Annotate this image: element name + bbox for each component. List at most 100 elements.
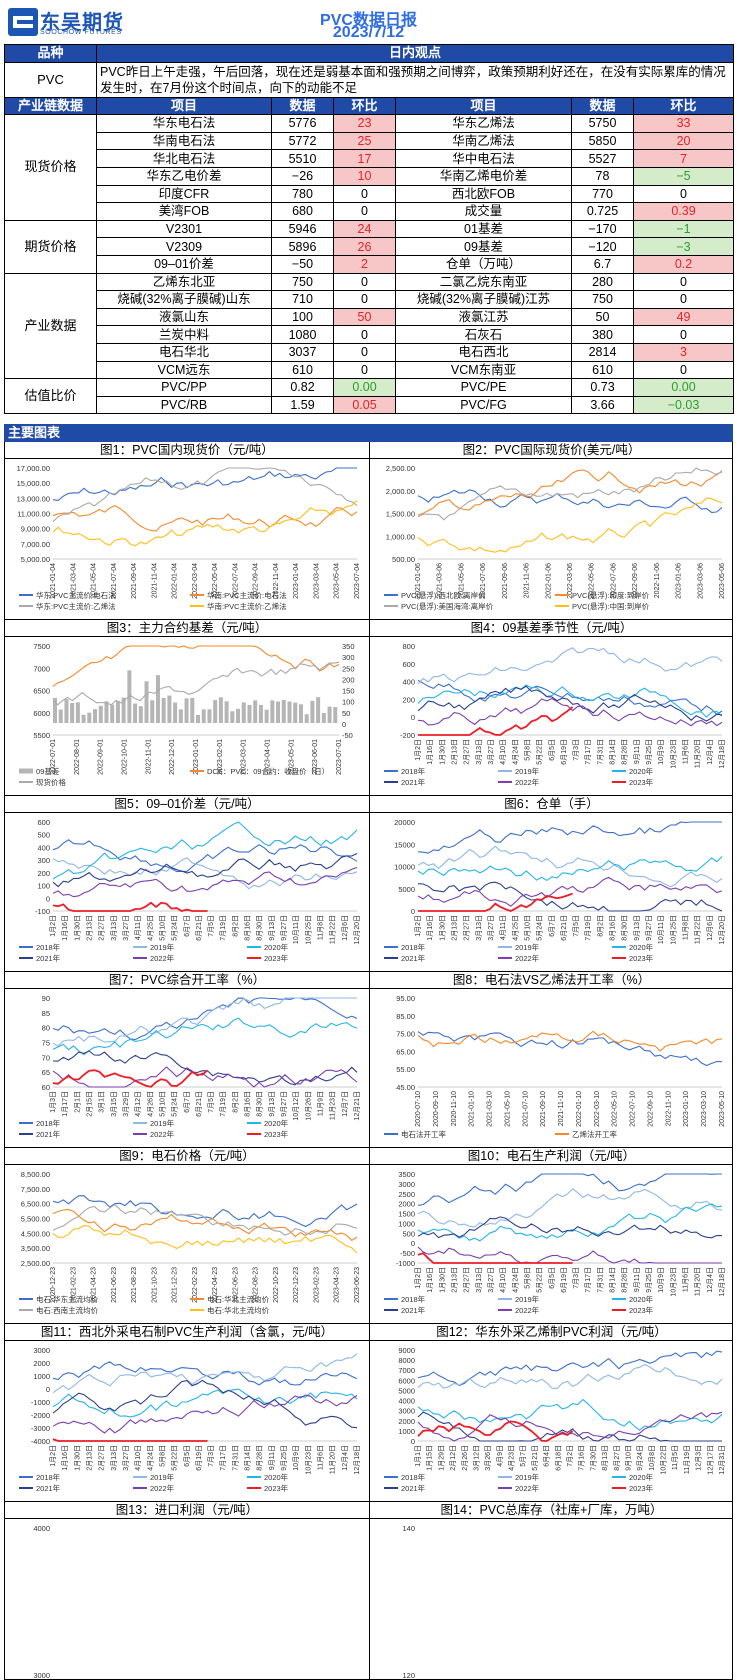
basis-bar (173, 702, 178, 723)
x-tick-label: 9月11日 (633, 1267, 641, 1292)
series-line (417, 1216, 723, 1239)
x-tick-label: 6月19日 (560, 1267, 568, 1293)
x-tick-label: 5月22日 (536, 1267, 544, 1293)
item-b-cell: 成交量 (395, 202, 572, 221)
legend-label: PVC(悬浮):西北欧:离岸价 (401, 590, 486, 600)
x-tick-label: 9月11日 (268, 1445, 276, 1470)
y-tick-label: 85.00 (396, 1012, 415, 1021)
item-b-cell: PVC/FG (395, 395, 572, 415)
table-row: 估值比价 PVC/PP 0.82 0.00 PVC/PE 0.73 0.00 (4, 378, 735, 415)
basis-bar (236, 708, 241, 723)
series-line (52, 997, 357, 1047)
x-tick-label: 3月1日 (98, 1091, 106, 1113)
x-tick-label: 10月8日 (648, 1445, 656, 1471)
x-tick-label: 7月3日 (207, 1445, 215, 1467)
x-tick-label: 2023-06-23 (354, 1267, 361, 1303)
y-tick-label: 400 (37, 843, 50, 852)
change-b-cell: 33 (632, 114, 735, 133)
logo-chinese-text: 东吴期货 (40, 12, 124, 34)
y-tick-label: 300 (37, 856, 50, 865)
y-tick-label: 500 (37, 831, 50, 840)
y-tick-label: 1,500.00 (386, 510, 415, 519)
legend-label: 2022年 (515, 1483, 540, 1493)
col-header-item-a: 项目 (96, 96, 272, 116)
legend-label: 2019年 (515, 1472, 540, 1482)
x-tick-label: 11月23日 (329, 1091, 337, 1120)
y-tick-label: 3500 (398, 1170, 415, 1179)
change-a-cell: 0 (333, 325, 396, 344)
series-line (52, 853, 358, 888)
series-line (417, 1246, 722, 1264)
x-tick-label: 1月16日 (61, 915, 69, 941)
y-tick-label: 20000 (394, 818, 415, 827)
legend-label: PVC(悬浮):中国:到岸价 (572, 601, 650, 611)
x-tick-label: 2021-05-04 (91, 563, 98, 599)
x-tick-label: 2月27日 (98, 915, 106, 941)
basis-bar (241, 702, 246, 723)
value-a-cell: 5946 (271, 219, 334, 239)
x-tick-label: 7月17日 (584, 1267, 592, 1293)
x-tick-label: 5月10日 (523, 915, 531, 941)
basis-bar (138, 706, 143, 723)
x-tick-label: 7月3日 (572, 1267, 580, 1289)
y-tick-label: 75.00 (396, 1030, 415, 1039)
basis-bar (58, 709, 63, 723)
basis-bar (333, 707, 338, 723)
table-row: PVC/RB 1.59 0.05 PVC/FG 3.66 −0.03 (5, 395, 735, 415)
y-tick-label: 8000 (398, 1356, 415, 1365)
chart-title: 图12：华东外采乙烯制PVC利润（元/吨） (370, 1324, 733, 1341)
x-tick-label: 2月12日 (449, 1445, 457, 1471)
x-tick-label: 2023-07-01 (336, 739, 343, 775)
x-tick-label: 6月7日 (183, 915, 191, 937)
x-tick-label: 2月13日 (85, 1445, 93, 1471)
x-tick-label: 7月5日 (572, 915, 580, 937)
value-a-cell: −26 (271, 166, 334, 186)
x-tick-label: 6月19日 (560, 739, 568, 765)
x-tick-label: 2023-04-01 (265, 739, 272, 775)
x-tick-label: 8月2日 (231, 915, 239, 937)
change-a-cell: 0 (333, 184, 396, 204)
x-tick-label: 2月27日 (463, 739, 471, 765)
x-tick-label: 12月3日 (695, 1445, 703, 1471)
x-tick-label: 3月27日 (122, 1445, 130, 1471)
y-tick-label: 1500 (398, 1210, 415, 1219)
x-tick-label: 2021-10-23 (151, 1267, 158, 1303)
table-row: 现货价格 华东电石法 5776 23 华东乙烯法 5750 33 (4, 114, 735, 221)
x-tick-label: 2月13日 (450, 1267, 458, 1293)
x-tick-label: 12月31日 (718, 1445, 726, 1475)
chart-title: 图5：09–01价差（元/吨） (5, 796, 369, 813)
series-line (52, 1388, 358, 1418)
change-b-cell: 49 (632, 307, 735, 327)
x-tick-label: 2022-01-10 (576, 1091, 583, 1127)
x-tick-label: 3月15日 (110, 1091, 118, 1117)
chart-panel: 图9：电石价格（元/吨） 8,500.00 7,500.00 6,500.00 5,50… (5, 1148, 369, 1324)
y-tick-label: 5000 (398, 1386, 415, 1395)
y-tick-label: 15000 (394, 840, 415, 849)
table-row: 华北电石法 5510 17 华中电石法 5527 7 (5, 149, 735, 168)
chart-panel: 图14：PVC总库存（社库+厂库，万吨） 140 120 (369, 1502, 733, 1680)
value-b-cell: 280 (571, 272, 634, 292)
legend-label: 2020年 (264, 942, 289, 952)
basis-bar (207, 709, 212, 723)
basis-bar (281, 699, 286, 723)
x-tick-label: 2023-01-04 (293, 563, 300, 599)
series-line (418, 892, 573, 912)
section-title: 主要图表 (4, 424, 733, 442)
x-tick-label: 2月27日 (98, 1445, 106, 1471)
series-line (52, 821, 358, 880)
data-table: 品种 日内观点 PVC PVC昨日上午走强，午后回落，现在还是弱基本面和强预期之… (4, 44, 735, 415)
x-tick-label: 9月27日 (280, 1091, 288, 1117)
y-tick-label: 500 (402, 1229, 415, 1238)
pvc-view-row: PVC PVC昨日上午走强，午后回落，现在还是弱基本面和强预期之间博弈，政策预期… (4, 61, 735, 98)
y-tick-label: 500.00 (392, 555, 415, 564)
x-tick-label: 2021-01-06 (415, 563, 422, 599)
category-cell: 期货价格 (4, 219, 97, 274)
legend-label: 2021年 (401, 953, 426, 963)
value-a-cell: 1080 (271, 325, 334, 344)
x-tick-label: 2022-05-10 (612, 1091, 619, 1127)
x-tick-label: 2020-12-23 (50, 1267, 57, 1303)
basis-bar (304, 714, 309, 723)
chart-title: 图3：主力合约基差（元/吨） (5, 620, 369, 637)
